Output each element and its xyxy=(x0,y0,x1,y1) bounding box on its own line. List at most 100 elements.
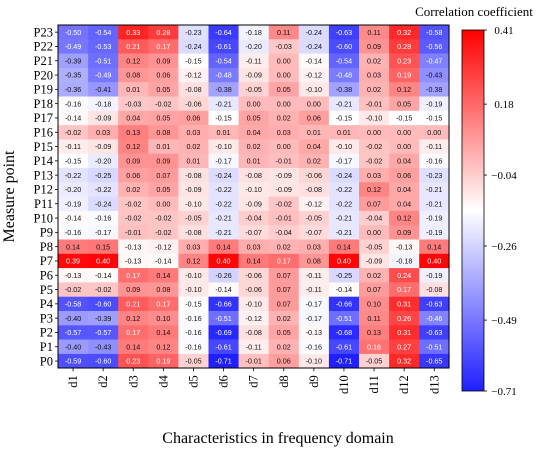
cell-value-label: 0.00 xyxy=(307,99,321,108)
heatmap-cell xyxy=(298,239,330,255)
cell-value-label: -0.17 xyxy=(215,156,231,165)
cell-value-label: -0.53 xyxy=(95,42,111,51)
cell-value-label: -0.07 xyxy=(306,228,322,237)
cell-value-label: -0.58 xyxy=(426,28,442,37)
y-tick-label: P12 xyxy=(34,183,53,197)
cell-value-label: -0.23 xyxy=(426,171,442,180)
heatmap-cell xyxy=(419,339,450,355)
heatmap-cell xyxy=(178,282,209,297)
cell-value-label: 0.06 xyxy=(126,171,140,180)
heatmap-cell xyxy=(268,110,300,126)
colorbar xyxy=(461,29,485,392)
cell-value-label: -0.05 xyxy=(366,242,382,251)
cell-value-label: -0.16 xyxy=(185,328,201,337)
heatmap-cell xyxy=(178,339,209,355)
cell-value-label: 0.11 xyxy=(277,28,290,37)
heatmap-cell xyxy=(238,125,269,140)
cell-value-label: -0.01 xyxy=(276,156,292,165)
heatmap-cell xyxy=(148,39,179,54)
heatmap-cell xyxy=(298,139,330,154)
cell-value-label: -0.11 xyxy=(65,142,81,151)
heatmap-cell xyxy=(268,282,300,297)
heatmap-cell xyxy=(148,168,179,183)
cell-value-label: 0.21 xyxy=(126,42,140,51)
heatmap-cell xyxy=(359,225,390,240)
heatmap-cell xyxy=(298,339,330,355)
heatmap-cell xyxy=(359,353,390,369)
heatmap-cell xyxy=(88,82,119,97)
heatmap-cell xyxy=(268,268,300,283)
cell-value-label: -0.21 xyxy=(215,228,231,237)
heatmap-cell xyxy=(238,253,269,269)
cell-value-label: -0.16 xyxy=(185,314,201,323)
cell-value-label: -0.19 xyxy=(426,99,442,108)
cell-value-label: 0.09 xyxy=(156,156,170,165)
cell-value-label: -0.23 xyxy=(185,28,201,37)
cell-value-label: -0.16 xyxy=(95,214,111,223)
cell-value-label: -0.12 xyxy=(306,71,322,80)
x-tick-label: d10 xyxy=(337,375,351,394)
cell-value-label: -0.43 xyxy=(95,342,111,351)
cell-value-label: -0.14 xyxy=(65,214,81,223)
heatmap-cell xyxy=(298,296,330,312)
heatmap-cell xyxy=(419,311,450,326)
heatmap-cell xyxy=(268,168,300,183)
cell-value-label: -0.60 xyxy=(336,42,352,51)
heatmap-cell xyxy=(88,296,119,312)
heatmap-cell xyxy=(268,153,300,169)
heatmap-cell xyxy=(328,268,360,283)
cell-value-label: -0.05 xyxy=(366,357,382,366)
heatmap-cell xyxy=(268,353,300,369)
heatmap-cell xyxy=(58,125,89,140)
heatmap-cell xyxy=(419,153,450,169)
y-tick-label: P13 xyxy=(34,168,53,182)
heatmap-cell xyxy=(88,96,119,112)
y-tick-label: P2 xyxy=(40,326,53,340)
cell-value-label: 0.01 xyxy=(186,156,200,165)
cell-value-label: 0.06 xyxy=(277,357,291,366)
heatmap-cell xyxy=(298,353,330,369)
cell-value-label: 0.09 xyxy=(126,285,140,294)
heatmap-cell xyxy=(148,53,179,69)
cell-value-label: -0.14 xyxy=(215,285,231,294)
cell-value-label: -0.10 xyxy=(306,357,322,366)
cell-value-label: -0.09 xyxy=(95,142,111,151)
x-tick-label: d3 xyxy=(126,375,140,388)
heatmap-cell xyxy=(298,225,330,240)
heatmap-cell xyxy=(298,311,330,326)
heatmap-cell xyxy=(359,25,390,40)
cell-value-label: -0.56 xyxy=(426,42,442,51)
heatmap-cell xyxy=(178,353,209,369)
cell-value-label: -0.01 xyxy=(366,99,382,108)
cell-value-label: 0.03 xyxy=(186,128,200,137)
cell-value-label: 0.03 xyxy=(186,242,200,251)
cell-value-label: -0.02 xyxy=(65,128,81,137)
heatmap-cell xyxy=(118,296,149,312)
cell-value-label: 0.09 xyxy=(126,156,140,165)
heatmap-cell xyxy=(328,125,360,140)
heatmap-cell xyxy=(238,225,269,240)
cell-value-label: 0.04 xyxy=(247,128,261,137)
heatmap-cell xyxy=(238,153,269,169)
heatmap-cell xyxy=(419,253,450,269)
heatmap-cell xyxy=(238,296,269,312)
heatmap-cell xyxy=(268,25,300,40)
heatmap-cell xyxy=(419,225,450,240)
cell-value-label: 0.40 xyxy=(337,257,351,266)
heatmap-cell xyxy=(208,82,239,97)
heatmap-cell xyxy=(419,139,450,154)
cell-value-label: 0.05 xyxy=(247,114,261,123)
heatmap-cell xyxy=(359,196,390,212)
heatmap-cell xyxy=(118,353,149,369)
heatmap-cell xyxy=(298,67,330,83)
cell-value-label: -0.16 xyxy=(65,228,81,237)
heatmap-cell xyxy=(58,268,89,283)
heatmap-cell xyxy=(389,296,420,312)
heatmap-cell xyxy=(389,125,420,140)
heatmap-cell xyxy=(389,82,420,97)
cell-value-label: -0.09 xyxy=(276,171,292,180)
heatmap-cell xyxy=(148,239,179,255)
y-tick-label: P22 xyxy=(34,40,53,54)
x-tick-label: d13 xyxy=(427,375,441,394)
cell-value-label: 0.03 xyxy=(277,128,291,137)
